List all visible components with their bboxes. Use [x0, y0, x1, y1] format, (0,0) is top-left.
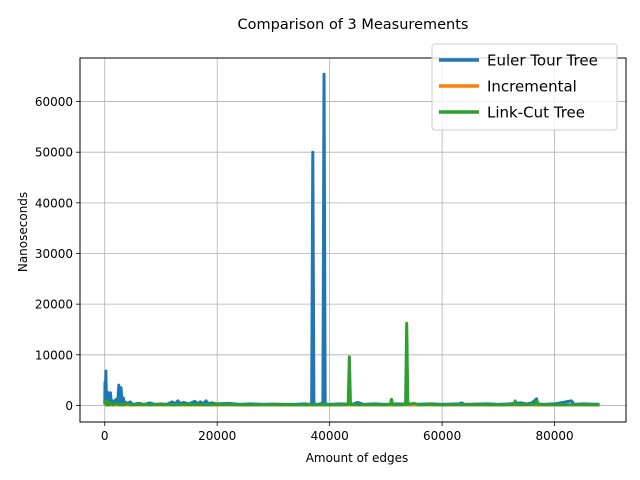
y-axis: 0 10000 20000 30000 40000 50000 60000 [35, 95, 80, 413]
x-tick-label: 60000 [423, 429, 461, 443]
series-lines [103, 72, 600, 407]
chart-title: Comparison of 3 Measurements [238, 17, 469, 33]
y-tick-label: 30000 [35, 247, 73, 261]
y-tick-label: 40000 [35, 196, 73, 210]
x-tick-label: 20000 [198, 429, 236, 443]
x-tick-label: 80000 [535, 429, 573, 443]
y-tick-label: 0 [65, 399, 73, 413]
legend-label-1: Incremental [487, 78, 577, 96]
legend-label-0: Euler Tour Tree [487, 52, 598, 70]
x-axis-title: Amount of edges [306, 451, 409, 465]
series-line-2 [103, 321, 600, 407]
plot-frame [79, 57, 627, 423]
y-tick-label: 20000 [35, 298, 73, 312]
y-tick-label: 50000 [35, 146, 73, 160]
legend: Euler Tour Tree Incremental Link-Cut Tree [431, 43, 618, 131]
x-axis: 0 20000 40000 60000 80000 [101, 422, 574, 443]
y-tick-label: 60000 [35, 95, 73, 109]
y-axis-title: Nanoseconds [16, 192, 30, 272]
x-tick-label: 0 [101, 429, 109, 443]
x-tick-label: 40000 [311, 429, 349, 443]
legend-box [431, 43, 618, 131]
legend-label-2: Link-Cut Tree [487, 104, 585, 122]
y-tick-label: 10000 [35, 348, 73, 362]
